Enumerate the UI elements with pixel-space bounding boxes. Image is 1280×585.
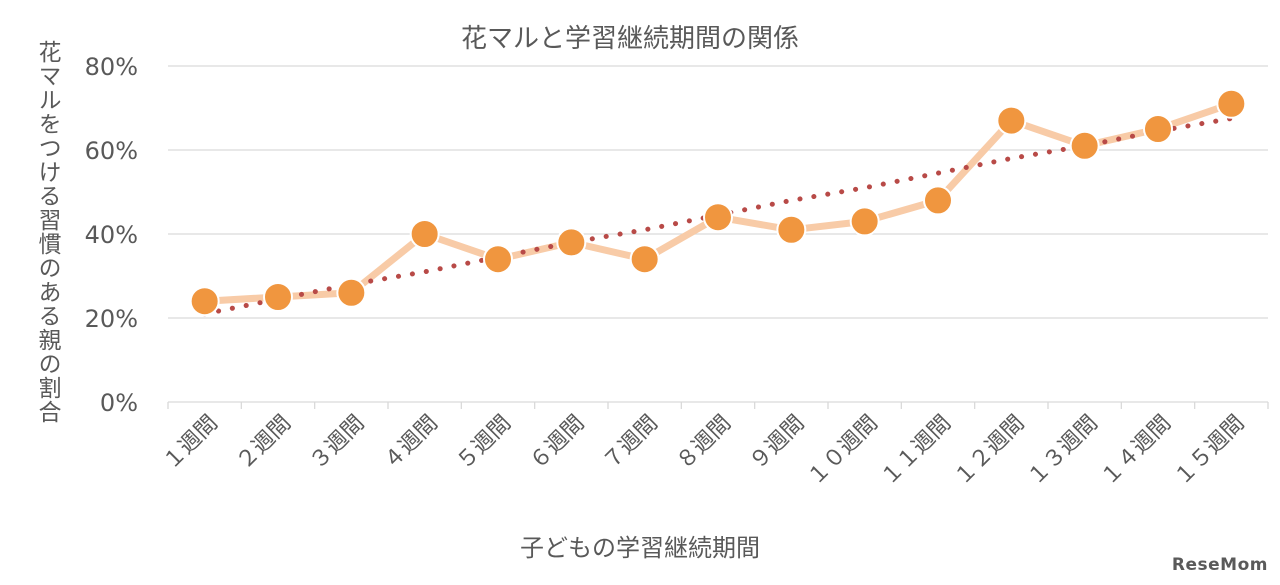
x-tick-label: １５週間 [1170, 411, 1250, 491]
data-point [189, 286, 220, 317]
y-tick-label: 60% [85, 137, 138, 165]
x-tick-label: ９週間 [745, 411, 809, 475]
data-point [336, 277, 367, 308]
x-tick-label: ７週間 [599, 411, 663, 475]
watermark-text: ReseMom [1171, 555, 1268, 575]
data-point [556, 227, 587, 258]
data-point [483, 244, 513, 275]
y-tick-label: 20% [85, 305, 138, 333]
data-point [263, 282, 293, 312]
data-point [776, 214, 807, 245]
x-tick-label: ４週間 [379, 411, 443, 475]
y-axis-label: 花マルをつける習慣のある親の割合 [34, 40, 60, 424]
data-point [1143, 114, 1173, 144]
resemom-watermark-logo: ReseMom [1172, 555, 1268, 575]
data-point [629, 244, 660, 275]
series-layer [189, 88, 1247, 317]
data-point [703, 202, 733, 233]
data-point [923, 185, 953, 216]
x-tick-labels: １週間 ２週間 ３週間 ４週間 ５週間 ６週間 ７週間 ８週間 ９週間１０週間１１週間１２週間１… [159, 411, 1250, 491]
x-axis [167, 401, 1269, 409]
y-tick-label: 0% [100, 389, 138, 417]
y-tick-label: 40% [85, 221, 138, 249]
x-tick-label: １３週間 [1023, 411, 1103, 491]
grid-lines [168, 65, 1268, 319]
x-tick-label: １週間 [159, 411, 223, 475]
x-tick-label: ３週間 [305, 411, 369, 475]
data-point [409, 219, 440, 249]
x-tick-label: １０週間 [803, 411, 883, 491]
data-point [849, 206, 880, 237]
chart-title: 花マルと学習継続期間の関係 [460, 24, 799, 54]
x-tick-label: １１週間 [876, 411, 956, 491]
x-tick-label: ８週間 [672, 411, 736, 475]
x-tick-label: ２週間 [232, 411, 296, 475]
y-tick-labels: 0% 20% 40% 60% 80% [85, 53, 138, 417]
data-point [996, 105, 1027, 136]
data-point [1216, 88, 1247, 119]
x-tick-label: １２週間 [950, 411, 1030, 491]
x-tick-label: ５週間 [452, 411, 516, 475]
y-tick-label: 80% [85, 53, 138, 81]
x-tick-label: １４週間 [1096, 411, 1176, 491]
x-tick-label: ６週間 [525, 411, 589, 475]
data-point [1069, 130, 1100, 161]
x-axis-label: 子どもの学習継続期間 [520, 534, 760, 562]
